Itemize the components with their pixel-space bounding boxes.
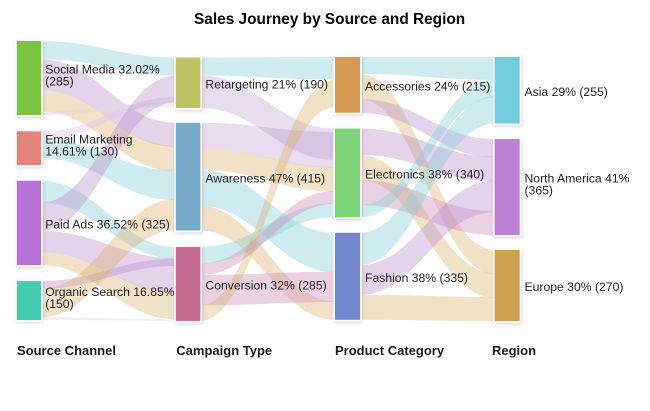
- svg-text:Email Marketing: Email Marketing: [45, 133, 132, 147]
- svg-text:Social Media 32.02%: Social Media 32.02%: [45, 63, 160, 77]
- svg-text:Region: Region: [492, 343, 536, 358]
- svg-text:Europe 30% (270): Europe 30% (270): [525, 280, 624, 294]
- svg-text:(150): (150): [45, 297, 73, 311]
- svg-text:Product Category: Product Category: [335, 343, 445, 358]
- svg-text:Electronics 38% (340): Electronics 38% (340): [365, 168, 484, 182]
- svg-text:North America 41%: North America 41%: [525, 172, 630, 186]
- svg-text:(285): (285): [45, 75, 73, 89]
- svg-text:Fashion 38% (335): Fashion 38% (335): [365, 271, 468, 285]
- svg-text:Conversion 32% (285): Conversion 32% (285): [205, 279, 326, 293]
- svg-text:Paid Ads 36.52% (325): Paid Ads 36.52% (325): [45, 218, 170, 232]
- svg-text:Awareness 47% (415): Awareness 47% (415): [205, 171, 325, 185]
- svg-text:Organic Search 16.85%: Organic Search 16.85%: [45, 285, 175, 299]
- svg-text:Accessories 24% (215): Accessories 24% (215): [365, 80, 490, 94]
- svg-text:Asia 29% (255): Asia 29% (255): [525, 85, 608, 99]
- svg-text:Source Channel: Source Channel: [17, 343, 116, 358]
- svg-text:Retargeting 21% (190): Retargeting 21% (190): [205, 78, 328, 92]
- svg-text:14.61% (130): 14.61% (130): [45, 145, 118, 159]
- svg-text:(365): (365): [525, 184, 553, 198]
- svg-text:Sales Journey by Source and Re: Sales Journey by Source and Region: [194, 11, 465, 28]
- svg-text:Campaign Type: Campaign Type: [176, 343, 272, 358]
